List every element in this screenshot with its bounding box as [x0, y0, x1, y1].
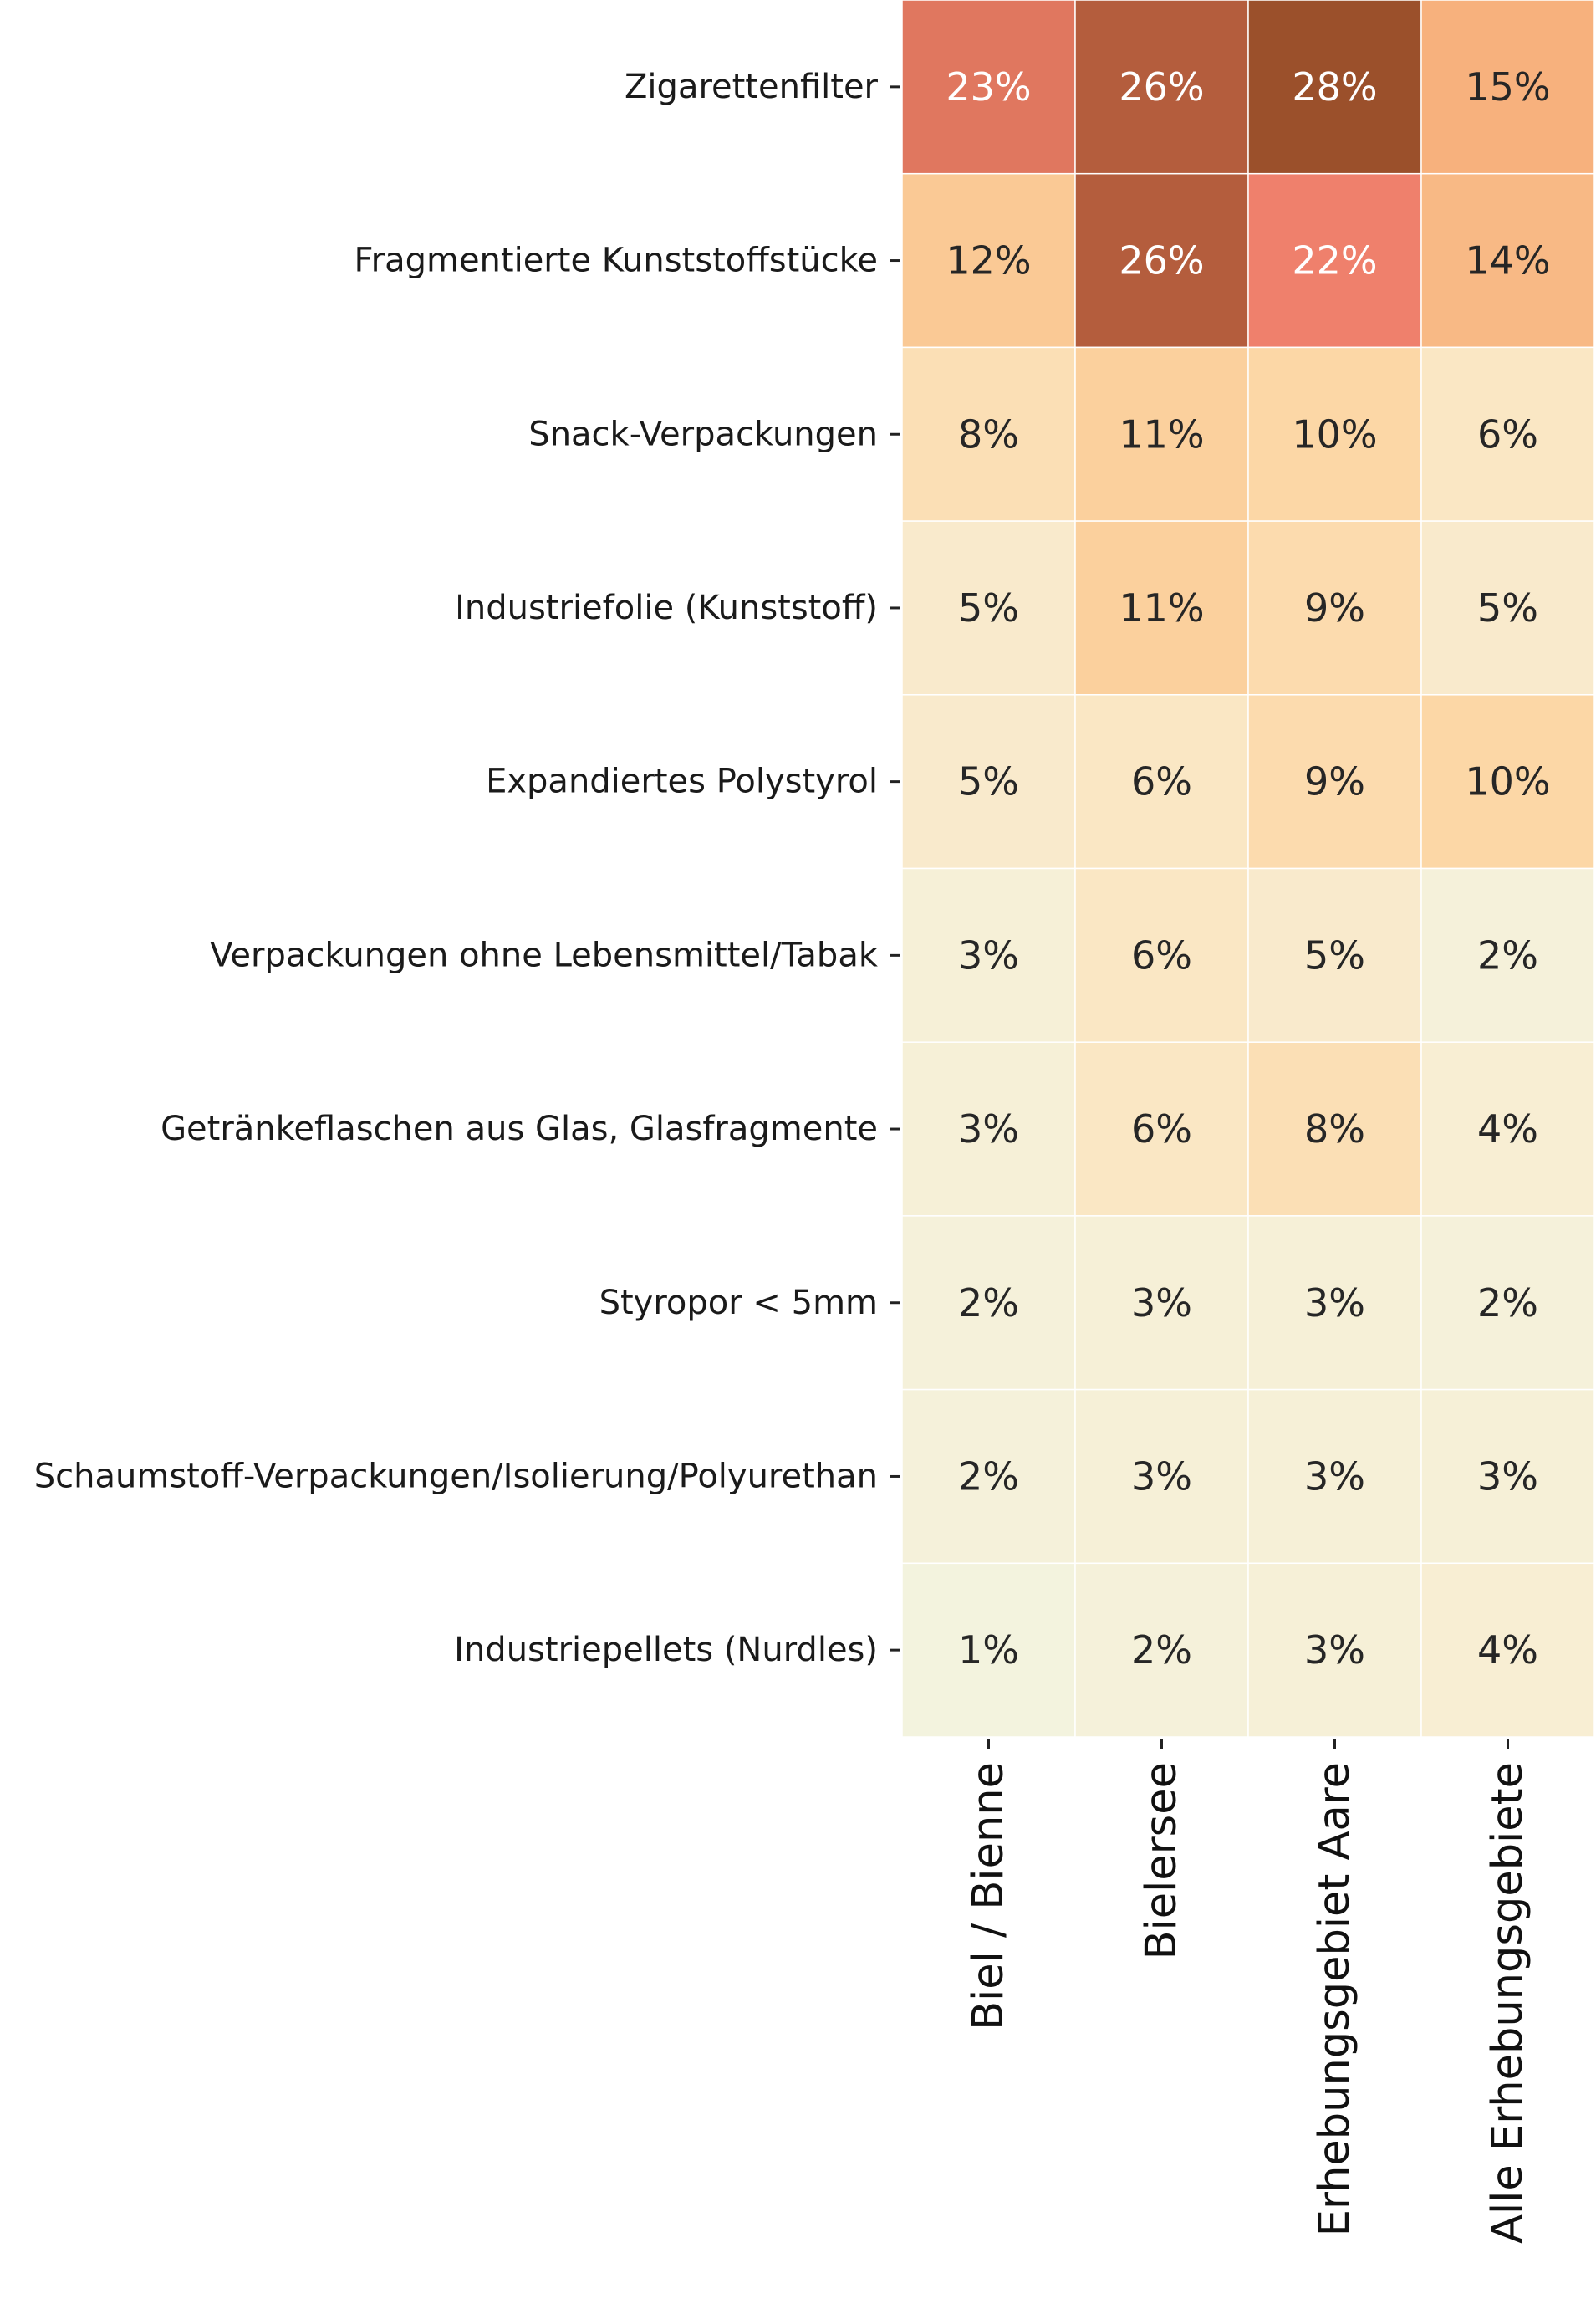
heatmap-cell-verpackungen-ohne-lebensmittel-tabak-bielersee	[1074, 867, 1249, 1043]
cell-value-label: 4%	[1477, 1627, 1538, 1673]
cell-value-label: 6%	[1131, 759, 1192, 805]
cell-value-label: 28%	[1292, 64, 1377, 110]
heatmap-cell-styropor-5mm-bielersee	[1074, 1215, 1249, 1391]
cell-value-label: 22%	[1292, 238, 1377, 284]
y-tick-label-fragmentierte-kunststoffst-cke: Fragmentierte Kunststoffstücke	[354, 242, 878, 280]
cell-value-label: 9%	[1304, 759, 1365, 805]
heatmap-cell-expandiertes-polystyrol-erhebungsgebiet-aare	[1247, 694, 1422, 870]
cell-value-label: 3%	[1304, 1627, 1365, 1673]
cell-value-label: 14%	[1465, 238, 1550, 284]
heatmap-cell-industriefolie-kunststoff-bielersee	[1074, 520, 1249, 696]
heatmap-cell-industriepellets-nurdles-erhebungsgebiet-aare	[1247, 1562, 1422, 1738]
x-axis: Biel / Bienne Bielersee Erhebungsgebiet Aa…	[964, 1739, 1532, 2244]
heatmap-cell-zigarettenfilter-alle-erhebungsgebiete	[1420, 0, 1595, 175]
heatmap-cell-expandiertes-polystyrol-biel-bienne	[901, 694, 1076, 870]
heatmap-cell-snack-verpackungen-bielersee	[1074, 346, 1249, 522]
heatmap-cell-verpackungen-ohne-lebensmittel-tabak-alle-erhebungsgebiete	[1420, 867, 1595, 1043]
cell-value-label: 3%	[1477, 1453, 1538, 1499]
heatmap-cell-fragmentierte-kunststoffst-cke-biel-bienne	[901, 172, 1076, 349]
heatmap-cell-getr-nkeflaschen-aus-glas-glasfragmente-bielersee	[1074, 1041, 1249, 1217]
heatmap-cell-industriefolie-kunststoff-alle-erhebungsgebiete	[1420, 520, 1595, 696]
heatmap-cell-schaumstoff-verpackungen-isolierung-polyurethan-erhebungsgebiet-aare	[1247, 1388, 1422, 1565]
cell-value-label: 2%	[1131, 1627, 1192, 1673]
y-tick-label-expandiertes-polystyrol: Expandiertes Polystyrol	[486, 763, 878, 801]
cell-value-label: 26%	[1119, 238, 1204, 284]
x-tick-label-biel-bienne: Biel / Bienne	[964, 1762, 1013, 2030]
heatmap-cell-zigarettenfilter-bielersee	[1074, 0, 1249, 175]
heatmap-cell-industriepellets-nurdles-alle-erhebungsgebiete	[1420, 1562, 1595, 1738]
heatmap-cell-industriepellets-nurdles-biel-bienne	[901, 1562, 1076, 1738]
cell-value-label: 2%	[1477, 1280, 1538, 1326]
cell-value-label: 8%	[1304, 1106, 1365, 1152]
cell-value-label: 15%	[1465, 64, 1550, 110]
cell-value-label: 12%	[946, 238, 1031, 284]
cell-value-label: 3%	[958, 1106, 1019, 1152]
heatmap-cell-fragmentierte-kunststoffst-cke-alle-erhebungsgebiete	[1420, 172, 1595, 349]
y-tick-label-industriefolie-kunststoff: Industriefolie (Kunststoff)	[455, 589, 878, 627]
cell-value-label: 26%	[1119, 64, 1204, 110]
heatmap-cells	[901, 0, 1595, 1738]
heatmap-cell-verpackungen-ohne-lebensmittel-tabak-biel-bienne	[901, 867, 1076, 1043]
cell-value-label: 3%	[1304, 1453, 1365, 1499]
cell-value-label: 3%	[958, 932, 1019, 978]
cell-value-label: 3%	[1131, 1453, 1192, 1499]
heatmap-cell-getr-nkeflaschen-aus-glas-glasfragmente-biel-bienne	[901, 1041, 1076, 1217]
cell-value-label: 6%	[1477, 411, 1538, 457]
heatmap-cell-zigarettenfilter-erhebungsgebiet-aare	[1247, 0, 1422, 175]
cell-value-label: 6%	[1131, 932, 1192, 978]
cell-value-label: 9%	[1304, 585, 1365, 631]
cell-value-label: 11%	[1119, 411, 1204, 457]
y-tick-label-zigarettenfilter: Zigarettenfilter	[625, 68, 879, 106]
heatmap-cell-styropor-5mm-alle-erhebungsgebiete	[1420, 1215, 1595, 1391]
heatmap-cell-verpackungen-ohne-lebensmittel-tabak-erhebungsgebiet-aare	[1247, 867, 1422, 1043]
cell-value-label: 5%	[958, 585, 1019, 631]
cell-value-label: 2%	[958, 1280, 1019, 1326]
heatmap-cell-zigarettenfilter-biel-bienne	[901, 0, 1076, 175]
cell-value-label: 5%	[1304, 932, 1365, 978]
cell-value-label: 11%	[1119, 585, 1204, 631]
cell-value-label: 10%	[1292, 411, 1377, 457]
heatmap-cell-industriefolie-kunststoff-erhebungsgebiet-aare	[1247, 520, 1422, 696]
y-tick-label-verpackungen-ohne-lebensmittel-tabak: Verpackungen ohne Lebensmittel/Tabak	[210, 936, 879, 974]
y-tick-label-industriepellets-nurdles: Industriepellets (Nurdles)	[454, 1631, 878, 1669]
y-tick-label-styropor-5mm: Styropor < 5mm	[599, 1284, 878, 1322]
heatmap-cell-industriepellets-nurdles-bielersee	[1074, 1562, 1249, 1738]
heatmap-cell-getr-nkeflaschen-aus-glas-glasfragmente-erhebungsgebiet-aare	[1247, 1041, 1422, 1217]
cell-value-label: 8%	[958, 411, 1019, 457]
cell-value-label: 2%	[958, 1453, 1019, 1499]
cell-value-label: 23%	[946, 64, 1031, 110]
cell-value-label: 3%	[1131, 1280, 1192, 1326]
cell-value-label: 1%	[958, 1627, 1019, 1673]
heatmap-cell-expandiertes-polystyrol-bielersee	[1074, 694, 1249, 870]
y-tick-label-snack-verpackungen: Snack-Verpackungen	[528, 415, 878, 453]
cell-value-label: 5%	[958, 759, 1019, 805]
cell-value-label: 2%	[1477, 932, 1538, 978]
heatmap-cell-industriefolie-kunststoff-biel-bienne	[901, 520, 1076, 696]
x-tick-label-erhebungsgebiet-aare: Erhebungsgebiet Aare	[1310, 1762, 1359, 2236]
heatmap-cell-schaumstoff-verpackungen-isolierung-polyurethan-alle-erhebungsgebiete	[1420, 1388, 1595, 1565]
y-tick-label-getr-nkeflaschen-aus-glas-glasfragmente: Getränkeflaschen aus Glas, Glasfragmente	[161, 1110, 878, 1148]
cell-value-label: 6%	[1131, 1106, 1192, 1152]
heatmap-cell-labels: 23% 26% 28% 15% 12% 26% 22% 14% 8% 11% 10% 6% 5% 11% 9…	[946, 64, 1550, 1673]
y-tick-label-schaumstoff-verpackungen-isolierung-polyurethan: Schaumstoff-Verpackungen/Isolierung/Poly…	[34, 1457, 878, 1495]
heatmap-cell-styropor-5mm-erhebungsgebiet-aare	[1247, 1215, 1422, 1391]
cell-value-label: 10%	[1465, 759, 1550, 805]
heatmap-cell-getr-nkeflaschen-aus-glas-glasfragmente-alle-erhebungsgebiete	[1420, 1041, 1595, 1217]
heatmap-cell-schaumstoff-verpackungen-isolierung-polyurethan-bielersee	[1074, 1388, 1249, 1565]
y-axis: Zigarettenfilter Fragmentierte Kunststoff…	[34, 68, 900, 1669]
heatmap-cell-expandiertes-polystyrol-alle-erhebungsgebiete	[1420, 694, 1595, 870]
cell-value-label: 5%	[1477, 585, 1538, 631]
x-tick-label-alle-erhebungsgebiete: Alle Erhebungsgebiete	[1483, 1762, 1532, 2244]
cell-value-label: 4%	[1477, 1106, 1538, 1152]
heatmap-cell-snack-verpackungen-biel-bienne	[901, 346, 1076, 522]
x-tick-label-bielersee: Bielersee	[1137, 1762, 1186, 1959]
cell-value-label: 3%	[1304, 1280, 1365, 1326]
heatmap-cell-snack-verpackungen-erhebungsgebiet-aare	[1247, 346, 1422, 522]
